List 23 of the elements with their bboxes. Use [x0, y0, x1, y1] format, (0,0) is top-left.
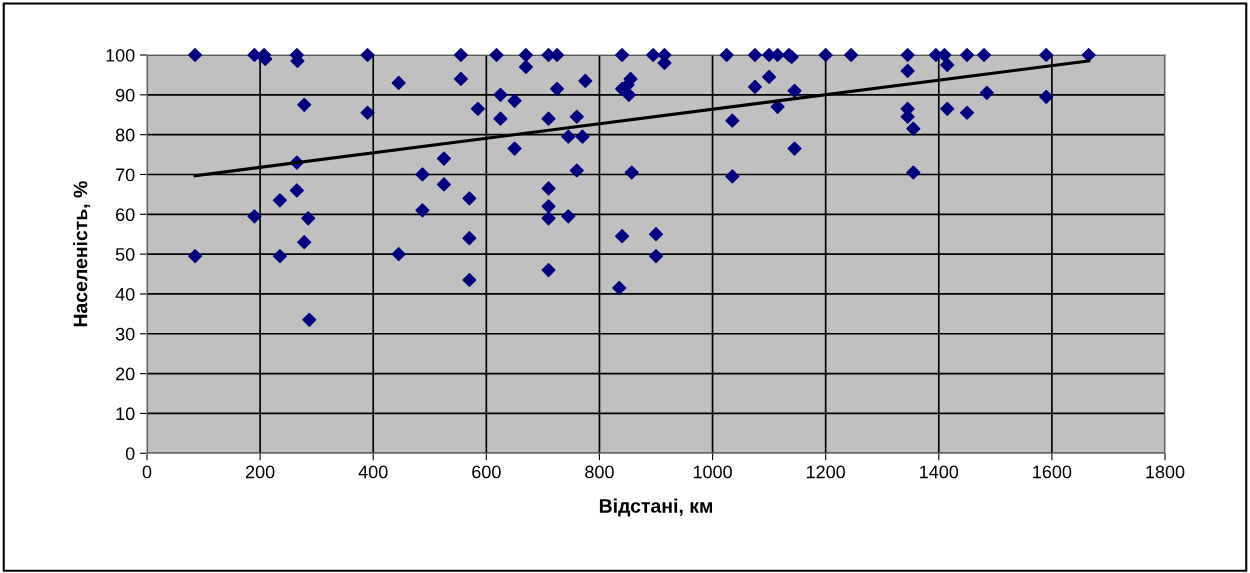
- x-axis-title: Відстані, км: [599, 498, 713, 517]
- x-tick-label: 1800: [1146, 465, 1185, 479]
- x-tick-label: 400: [358, 465, 388, 479]
- y-tick-label: 60: [116, 208, 135, 222]
- y-tick-label: 50: [115, 248, 135, 261]
- x-tick-label: 600: [472, 465, 501, 479]
- x-tick-label: 800: [585, 465, 614, 479]
- x-tick-label: 0: [142, 465, 152, 479]
- y-tick-label: 80: [115, 128, 135, 142]
- x-tick-label: 1000: [693, 465, 732, 479]
- y-tick-label: 40: [115, 287, 135, 301]
- x-tick-label: 1400: [920, 465, 959, 479]
- y-tick-label: 70: [116, 168, 135, 182]
- x-tick-label: 1200: [806, 465, 846, 479]
- y-tick-label: 90: [115, 88, 135, 102]
- y-tick-label: 30: [115, 327, 135, 341]
- y-tick-label: 0: [125, 447, 135, 460]
- y-axis-title: Населеність, %: [73, 181, 91, 327]
- y-tick-label: 20: [116, 367, 135, 381]
- y-tick-label: 10: [116, 407, 135, 421]
- y-tick-label: 100: [106, 48, 135, 62]
- x-tick-label: 200: [245, 465, 275, 479]
- x-tick-label: 1600: [1033, 465, 1072, 479]
